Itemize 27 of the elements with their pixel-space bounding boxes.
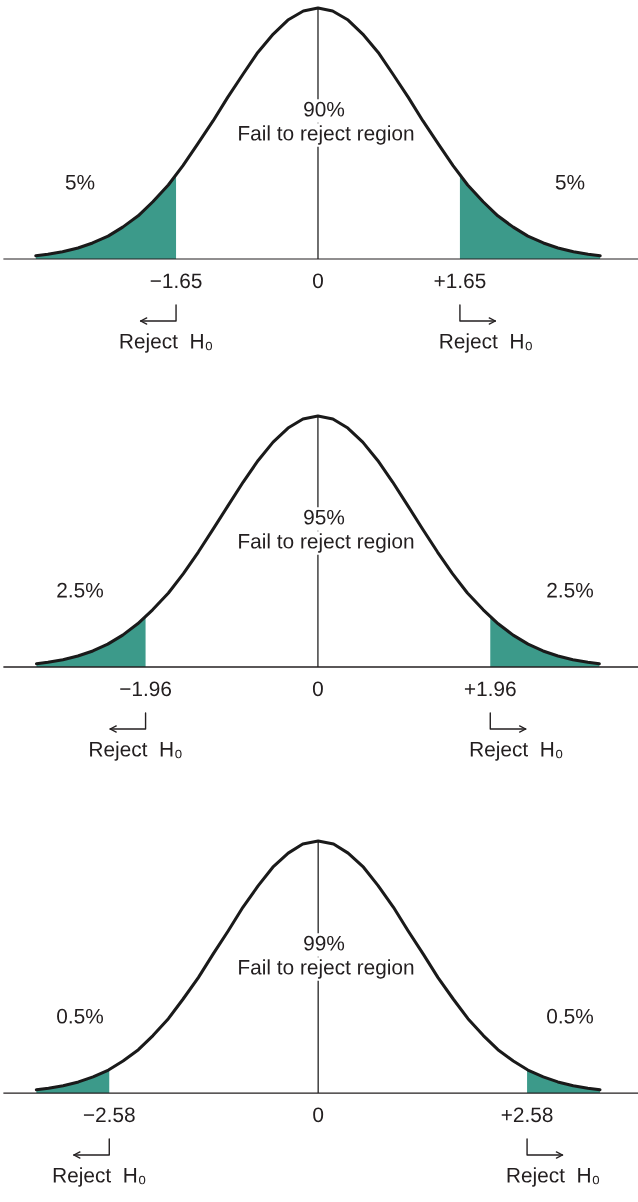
annotation: Fail to reject region <box>239 959 414 979</box>
x-tick-label: +1.96 <box>464 681 516 697</box>
x-tick-label: −1.96 <box>120 681 172 697</box>
annotation: 2.5% <box>547 582 593 598</box>
text: Reject H₀ <box>120 333 213 353</box>
x-tick-label: +2.58 <box>501 1107 553 1123</box>
text: Reject H₀ <box>90 741 182 761</box>
x-tick-label: 0 <box>313 273 323 289</box>
annotation: 95% <box>304 509 345 525</box>
x-tick-label: −2.58 <box>83 1107 135 1123</box>
annotation: 99% <box>304 935 345 951</box>
text: Reject H₀ <box>470 741 563 761</box>
annotation: 0.5% <box>547 1008 593 1024</box>
text: Reject H₀ <box>53 1167 146 1187</box>
annotation: 5% <box>555 174 585 190</box>
annotation: Fail to reject region <box>239 125 414 145</box>
annotation: 0.5% <box>57 1008 103 1024</box>
annotation: Fail to reject region <box>239 533 414 553</box>
x-tick-label: +1.65 <box>434 273 486 289</box>
x-tick-label: −1.65 <box>150 273 202 289</box>
annotation: 5% <box>65 174 95 190</box>
text: Reject H₀ <box>507 1167 600 1187</box>
text: Reject H₀ <box>440 333 532 353</box>
annotation: 2.5% <box>57 582 103 598</box>
annotation: 90% <box>304 101 345 117</box>
x-tick-label: 0 <box>312 681 323 697</box>
x-tick-label: 0 <box>313 1107 324 1123</box>
